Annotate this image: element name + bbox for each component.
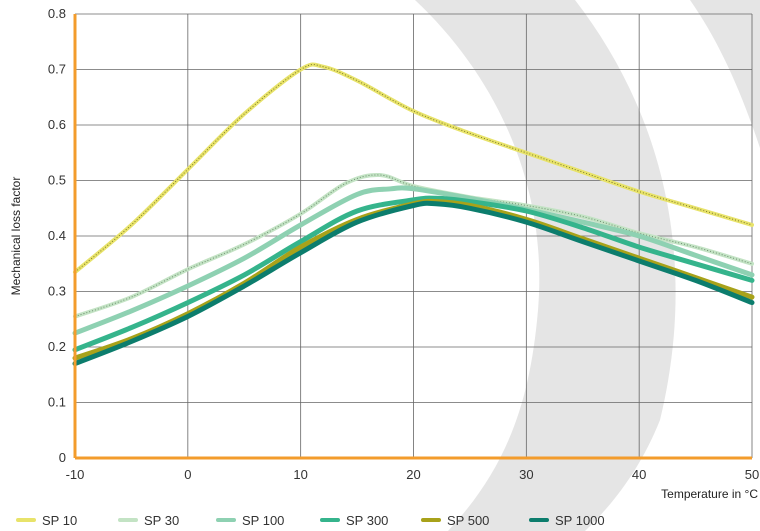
y-tick-label: 0.4 (48, 228, 66, 243)
axes (73, 14, 752, 460)
x-tick-label: 0 (184, 467, 191, 482)
series-line-sp100 (72, 185, 755, 336)
y-tick-label: 0.8 (48, 6, 66, 21)
watermark-arc-outer (415, 0, 676, 531)
legend-label-sp10: SP 10 (42, 513, 77, 528)
legend: SP 10 SP 30 SP 100 SP 300 SP 500 SP 1000 (16, 513, 605, 528)
series-lines (72, 62, 755, 367)
legend-label-sp30: SP 30 (144, 513, 179, 528)
x-tick-label: 50 (745, 467, 759, 482)
y-tick-label: 0.2 (48, 339, 66, 354)
x-tick-label: 20 (406, 467, 420, 482)
x-tick-label: -10 (66, 467, 85, 482)
legend-label-sp100: SP 100 (242, 513, 284, 528)
tick-labels: 00.10.20.30.40.50.60.70.8-10 0 10 20 30 40 50 (48, 6, 759, 482)
series-line-sp1000 (72, 200, 755, 367)
y-tick-label: 0.3 (48, 284, 66, 299)
y-tick-label: 0.5 (48, 173, 66, 188)
x-tick-label: 40 (632, 467, 646, 482)
legend-label-sp500: SP 500 (447, 513, 489, 528)
series-line-sp10 (73, 62, 754, 275)
y-axis-title: Mechanical loss factor (9, 177, 23, 296)
y-tick-label: 0.6 (48, 117, 66, 132)
legend-label-sp300: SP 300 (346, 513, 388, 528)
x-axis-title: Temperature in °C (661, 487, 758, 501)
y-tick-label: 0.7 (48, 62, 66, 77)
series-line-sp30 (73, 172, 754, 319)
y-tick-label: 0 (59, 450, 66, 465)
legend-label-sp1000: SP 1000 (555, 513, 605, 528)
x-tick-label: 10 (293, 467, 307, 482)
x-tick-label: 30 (519, 467, 533, 482)
background-watermark (415, 0, 760, 531)
watermark-arc-inner (690, 0, 760, 148)
series-line-sp300 (72, 195, 755, 353)
y-tick-label: 0.1 (48, 395, 66, 410)
